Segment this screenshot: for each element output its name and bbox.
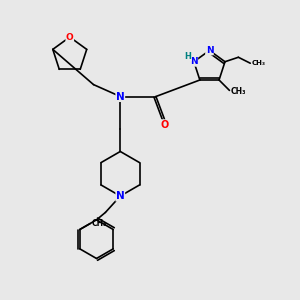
Text: N: N bbox=[206, 46, 213, 55]
Text: O: O bbox=[66, 33, 74, 42]
Text: H: H bbox=[184, 52, 191, 61]
Text: N: N bbox=[116, 191, 125, 201]
Text: N: N bbox=[190, 57, 198, 66]
Text: N: N bbox=[116, 92, 125, 101]
Text: CH₃: CH₃ bbox=[92, 219, 107, 228]
Text: CH₃: CH₃ bbox=[252, 60, 266, 66]
Text: CH₃: CH₃ bbox=[231, 87, 246, 96]
Text: O: O bbox=[161, 120, 169, 130]
